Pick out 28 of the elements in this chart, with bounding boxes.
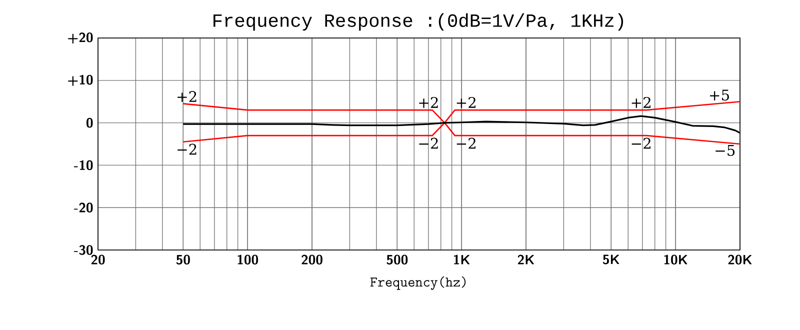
annotation: +2 (632, 96, 650, 108)
annotation: −2 (419, 138, 438, 149)
chart-title: Frequency Response :(0dB=1V/Pa, 1KHz) (214, 13, 624, 31)
y-tick-label: -20 (74, 202, 93, 213)
x-tick-label: 1K (454, 254, 470, 264)
annotation: +2 (456, 96, 476, 108)
annotation: −2 (178, 144, 196, 155)
x-tick-label: 2K (518, 254, 534, 264)
x-tick-label: 10K (664, 254, 688, 265)
x-tick-label: 20K (728, 254, 752, 265)
annotation: +2 (419, 96, 438, 108)
x-tick-label: 50 (176, 254, 190, 265)
annotation: +2 (178, 91, 196, 102)
annotation: −2 (632, 138, 650, 149)
x-tick-label: 500 (386, 254, 408, 265)
annotation: +5 (710, 90, 729, 101)
x-axis-title: Frequency(hz) (370, 276, 466, 290)
y-tick-label: -10 (74, 160, 93, 170)
x-tick-label: 5K (602, 254, 620, 264)
annotation: −5 (716, 145, 735, 156)
y-tick-label: +10 (68, 74, 93, 86)
x-tick-label: 100 (238, 254, 258, 265)
x-tick-label: 20 (91, 254, 105, 265)
y-tick-label: +20 (68, 32, 93, 44)
y-tick-label: 0 (86, 118, 93, 128)
x-tick-label: 200 (302, 254, 322, 265)
y-tick-label: -30 (74, 245, 93, 255)
annotation: −2 (456, 138, 476, 149)
